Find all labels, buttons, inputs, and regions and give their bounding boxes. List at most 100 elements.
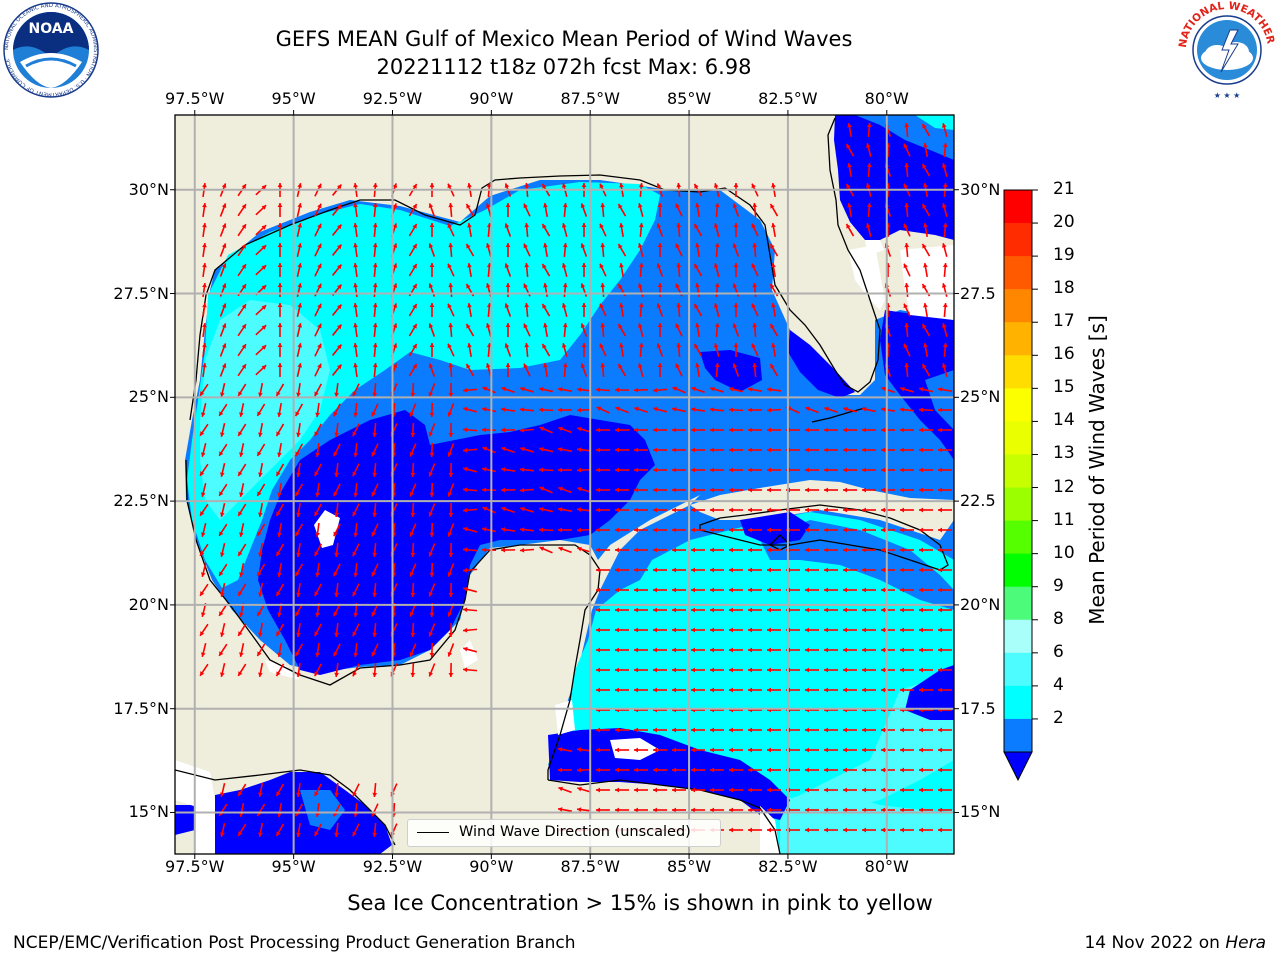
wave-arrow: [634, 807, 648, 813]
wave-arrow: [218, 643, 228, 657]
wave-arrow: [634, 487, 648, 493]
wave-arrow: [275, 383, 285, 397]
wave-arrow: [505, 203, 511, 217]
wave-arrow: [501, 386, 515, 394]
wave-arrow: [900, 667, 914, 673]
wave-arrow: [237, 363, 247, 377]
wave-arrow: [296, 202, 303, 218]
wave-arrow: [410, 662, 416, 678]
wave-arrow: [862, 767, 876, 773]
wave-arrow: [237, 463, 247, 477]
wave-arrow: [881, 647, 895, 653]
wave-arrow: [653, 507, 667, 513]
wave-arrow: [519, 547, 535, 553]
lat-label-left: 25°N: [128, 387, 169, 407]
wave-arrow: [767, 527, 781, 533]
wave-arrow: [294, 603, 304, 617]
wave-arrow: [900, 467, 914, 473]
wave-arrow: [463, 586, 477, 593]
wave-arrow: [672, 507, 686, 513]
wave-arrow: [596, 567, 610, 573]
wave-arrow: [258, 822, 264, 838]
wave-arrow: [277, 522, 283, 538]
wave-arrow: [653, 547, 667, 553]
wave-arrow: [617, 323, 627, 337]
wave-arrow: [334, 542, 340, 558]
wave-arrow: [275, 823, 285, 837]
wave-arrow: [732, 203, 740, 217]
wave-arrow: [410, 582, 416, 598]
wave-arrow: [767, 627, 781, 633]
wave-arrow: [732, 243, 740, 257]
lon-label-top: 97.5°W: [165, 89, 225, 108]
wave-arrow: [653, 767, 667, 773]
wave-arrow: [596, 687, 610, 693]
wave-arrow: [218, 443, 228, 457]
wave-arrow: [239, 442, 245, 458]
wave-arrow: [615, 667, 629, 673]
wave-arrow: [824, 807, 838, 813]
wave-arrow: [695, 282, 701, 298]
wave-arrow: [615, 527, 629, 533]
wave-arrow: [843, 687, 857, 693]
wave-arrow: [919, 667, 933, 673]
wave-arrow: [729, 507, 743, 513]
wave-arrow: [634, 567, 648, 573]
wave-arrow: [256, 403, 266, 417]
wave-arrow: [919, 687, 933, 693]
wave-arrow: [256, 483, 266, 497]
wave-arrow: [843, 667, 857, 673]
wave-arrow: [353, 282, 358, 298]
wave-arrow: [237, 543, 247, 557]
wave-arrow: [729, 607, 743, 613]
wave-arrow: [237, 343, 247, 357]
wave-arrow: [334, 662, 340, 678]
wave-arrow: [729, 827, 743, 833]
wave-arrow: [805, 607, 819, 613]
lat-label-right: 30°N: [960, 179, 1001, 199]
wave-arrow: [519, 487, 535, 493]
wave-arrow: [199, 383, 209, 397]
wave-arrow: [900, 527, 914, 533]
wave-arrow: [239, 402, 245, 418]
wave-arrow: [619, 262, 625, 278]
wave-arrow: [372, 382, 378, 398]
map-legend: Wind Wave Direction (unscaled): [407, 819, 721, 847]
wave-arrow: [653, 727, 667, 733]
wave-arrow: [634, 687, 648, 693]
wave-arrow: [467, 342, 473, 358]
wave-arrow: [881, 487, 895, 493]
wave-arrow: [202, 302, 207, 318]
wave-arrow: [352, 783, 360, 797]
wave-arrow: [500, 467, 516, 472]
wave-arrow: [919, 807, 933, 813]
wave-arrow: [675, 243, 683, 257]
wave-arrow: [448, 462, 454, 478]
wave-arrow: [429, 642, 435, 658]
wave-arrow: [862, 587, 876, 593]
wave-arrow: [581, 263, 587, 277]
wave-arrow: [428, 503, 436, 517]
wave-arrow: [767, 767, 781, 773]
wave-arrow: [767, 807, 781, 813]
wave-arrow: [448, 422, 454, 438]
wave-arrow: [199, 583, 209, 597]
wave-arrow: [634, 727, 648, 733]
wave-arrow: [275, 663, 285, 677]
wave-arrow: [729, 427, 743, 433]
wave-arrow: [862, 747, 876, 753]
wave-arrow: [557, 507, 573, 513]
chart-title: GEFS MEAN Gulf of Mexico Mean Period of …: [275, 27, 853, 51]
wave-arrow: [748, 547, 762, 553]
wave-arrow: [900, 807, 914, 813]
wave-arrow: [881, 727, 895, 733]
wave-arrow: [580, 243, 588, 257]
wave-arrow: [767, 727, 781, 733]
wave-arrow: [462, 447, 478, 453]
wave-arrow: [372, 502, 378, 518]
wave-arrow: [504, 343, 512, 357]
wave-arrow: [710, 647, 724, 653]
wave-arrow: [277, 223, 283, 237]
wave-arrow: [866, 202, 872, 218]
wave-arrow: [294, 403, 304, 417]
